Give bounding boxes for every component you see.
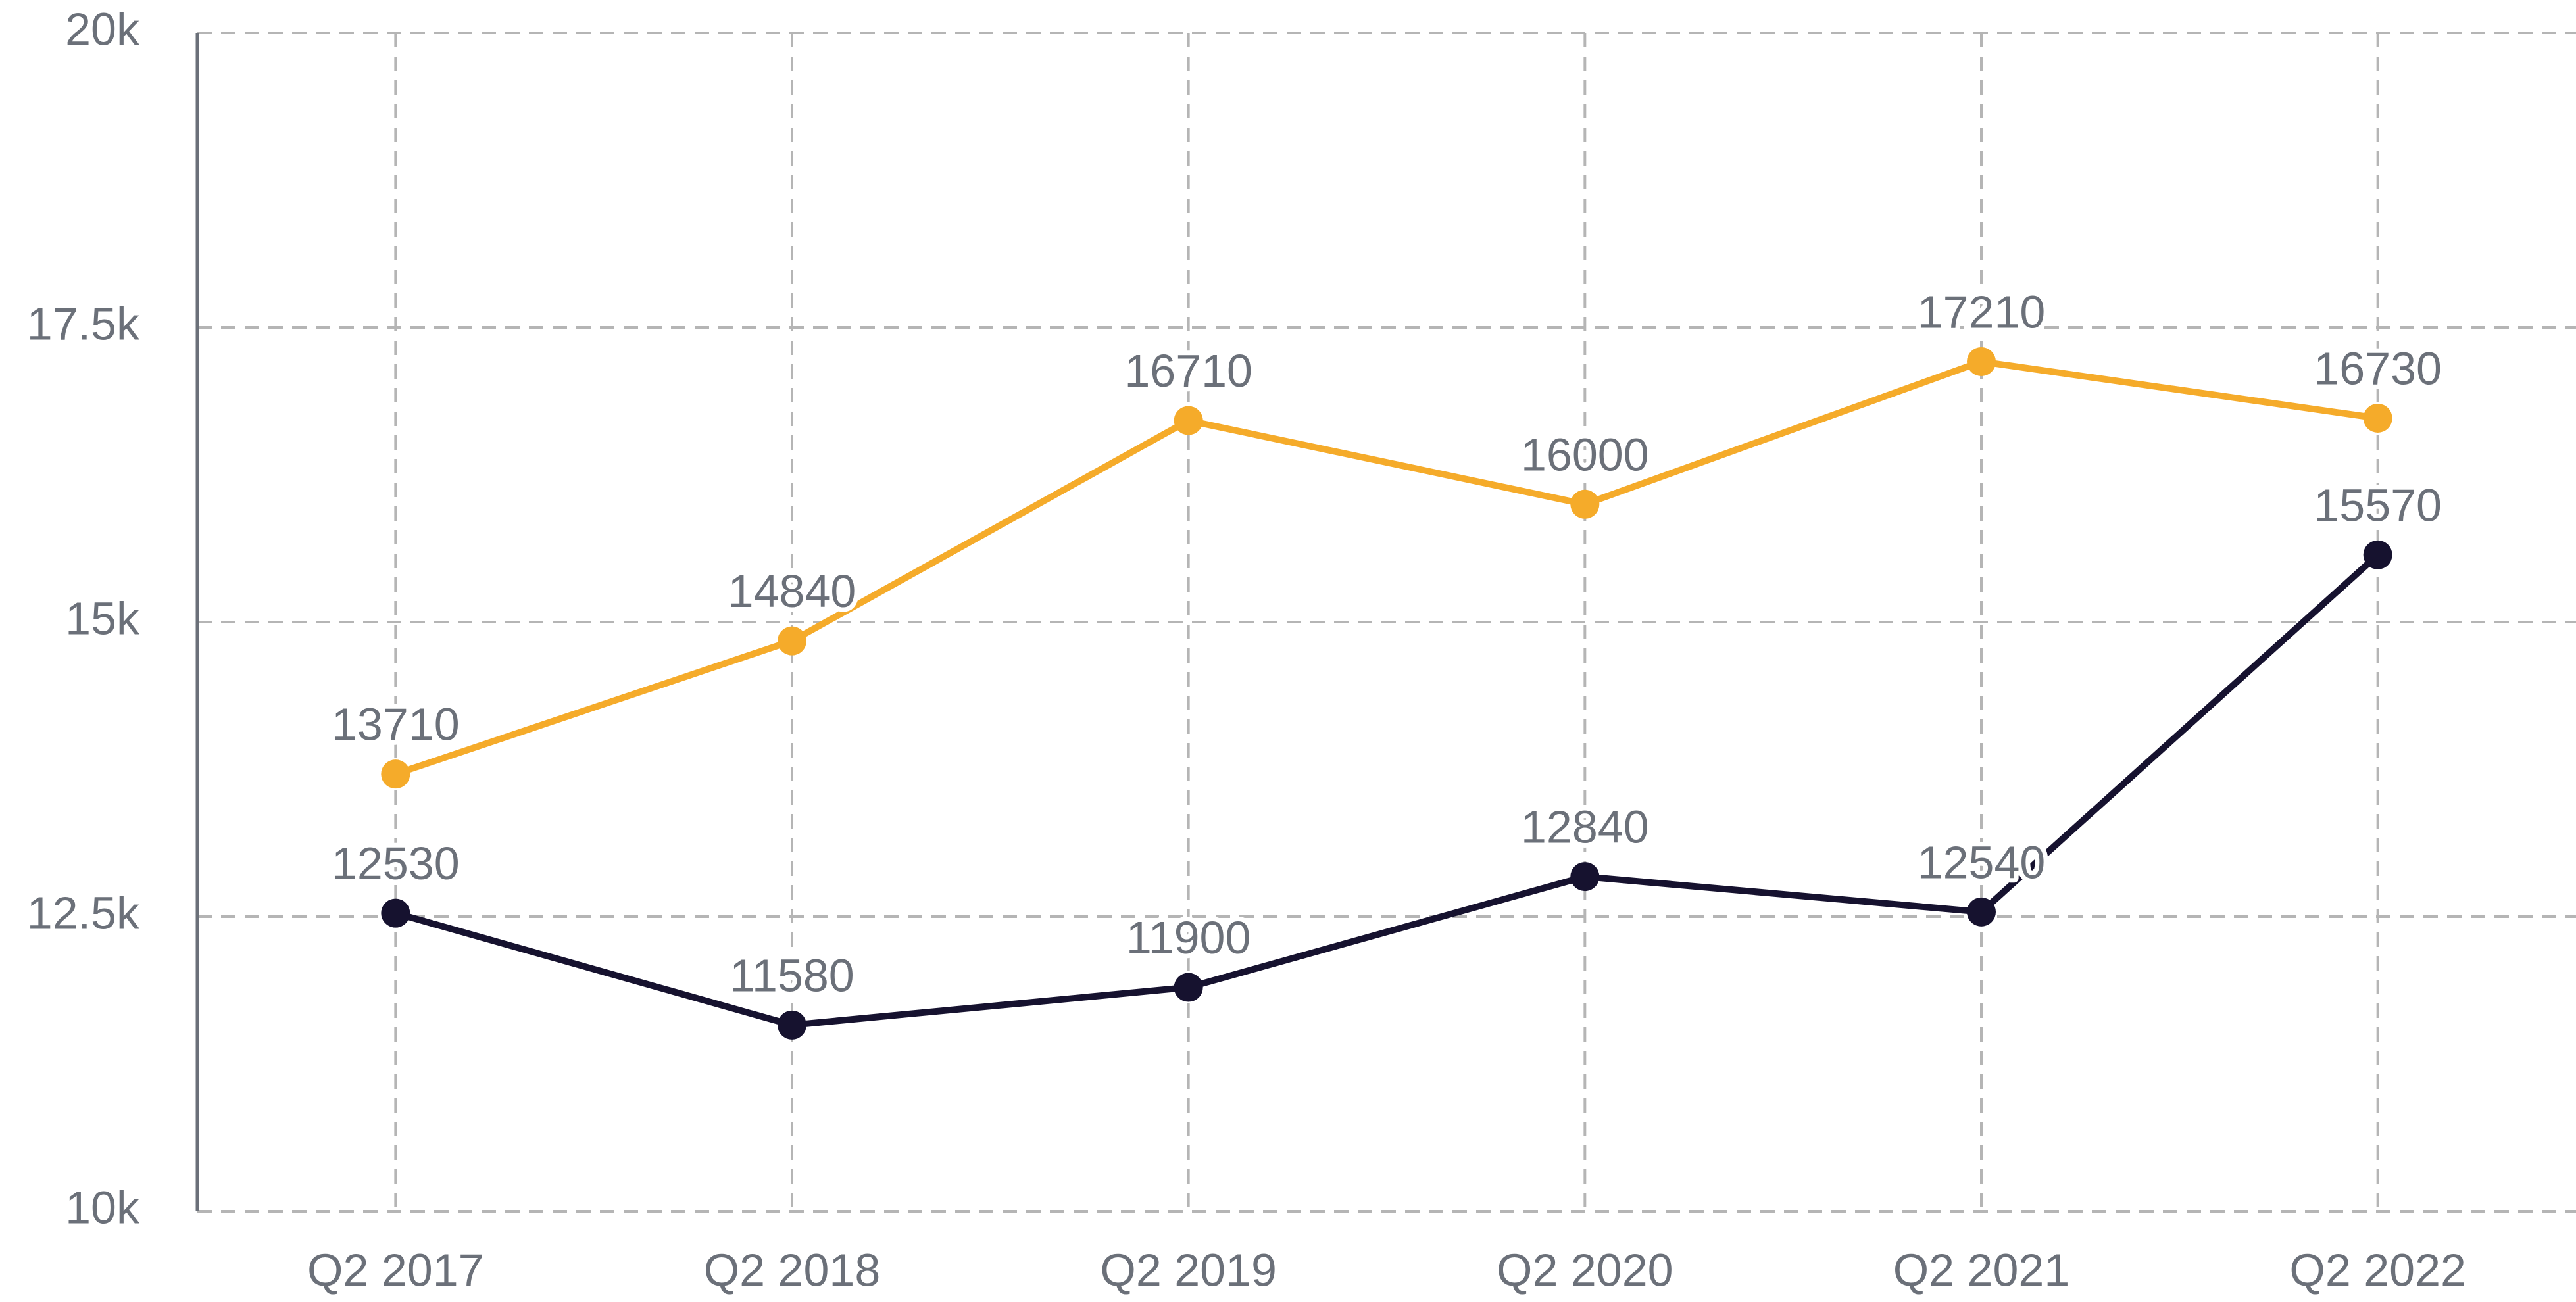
data-label: 12540 bbox=[1918, 836, 2046, 888]
y-tick-label: 20k bbox=[65, 3, 140, 55]
data-label: 12530 bbox=[332, 838, 460, 889]
x-tick-label: Q2 2017 bbox=[307, 1244, 484, 1295]
data-label: 11900 bbox=[1126, 912, 1251, 963]
x-tick-label: Q2 2019 bbox=[1100, 1244, 1277, 1295]
data-point bbox=[1967, 347, 1996, 376]
data-label: 14840 bbox=[728, 566, 856, 617]
x-tick-label: Q2 2020 bbox=[1497, 1244, 1673, 1295]
y-tick-label: 12.5k bbox=[27, 887, 140, 938]
data-point bbox=[1967, 897, 1996, 927]
y-tick-label: 10k bbox=[65, 1182, 140, 1233]
data-label: 11580 bbox=[730, 950, 854, 1001]
series-line bbox=[394, 552, 2381, 1028]
grid bbox=[197, 32, 2576, 1213]
data-label: 13710 bbox=[332, 699, 460, 750]
x-tick-label: Q2 2022 bbox=[2289, 1244, 2466, 1295]
data-point bbox=[778, 626, 806, 656]
y-tick-label: 17.5k bbox=[27, 298, 140, 349]
data-label: 12840 bbox=[1521, 802, 1649, 853]
data-point bbox=[381, 898, 410, 928]
data-point bbox=[1570, 489, 1600, 519]
data-point bbox=[2363, 403, 2392, 433]
data-point bbox=[2363, 540, 2392, 569]
data-label: 15570 bbox=[2314, 479, 2442, 531]
lines bbox=[381, 347, 2392, 1040]
data-label: 16000 bbox=[1521, 429, 1649, 480]
data-point bbox=[1570, 862, 1600, 892]
data-label: 16710 bbox=[1124, 345, 1252, 397]
y-tick-label: 15k bbox=[65, 592, 140, 644]
data-label: 17210 bbox=[1918, 286, 2046, 337]
data-point bbox=[1174, 406, 1203, 435]
data-point bbox=[381, 760, 410, 789]
series-line bbox=[394, 358, 2379, 777]
x-tick-label: Q2 2018 bbox=[704, 1244, 881, 1295]
x-tick-label: Q2 2021 bbox=[1893, 1244, 2070, 1295]
data-point bbox=[1174, 973, 1203, 1002]
data-label: 16730 bbox=[2314, 343, 2442, 394]
labels: 10k 12.5k 15k 17.5k 20k Q2 2017 Q2 2018 Q2 2019… bbox=[27, 3, 2466, 1295]
data-point bbox=[778, 1010, 806, 1040]
